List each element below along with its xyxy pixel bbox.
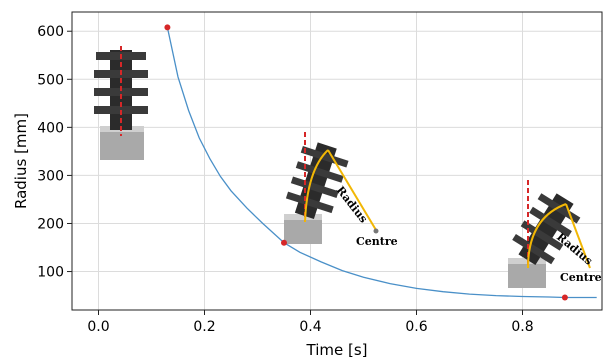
plot-frame <box>71 11 603 311</box>
y-ticks: 100 200 300 400 500 600 <box>37 24 72 281</box>
y-axis-label: Radius [mm] <box>12 113 30 209</box>
data-point-marker <box>164 24 171 31</box>
x-tick-label: 0.8 <box>511 319 533 335</box>
actuator-fin <box>529 206 572 238</box>
centre-annotation: Centre <box>560 271 602 284</box>
y-tick-label: 300 <box>37 168 64 184</box>
x-ticks: 0.0 0.2 0.4 0.6 0.8 <box>87 310 534 335</box>
actuator-fin <box>285 191 334 214</box>
y-tick-label: 500 <box>37 72 64 88</box>
radius-curve-line <box>166 27 597 299</box>
data-point-marker <box>281 239 287 246</box>
actuator-fin <box>94 88 148 96</box>
x-axis-label: Time [s] <box>306 341 368 359</box>
sample-markers <box>164 24 568 301</box>
actuator-fin <box>512 233 555 265</box>
actuator-fin <box>290 176 339 198</box>
actuator-illustration-straight <box>94 46 148 160</box>
y-tick-label: 600 <box>37 24 64 40</box>
centre-annotation: Centre <box>356 235 398 248</box>
actuator-base-highlight <box>284 214 322 220</box>
data-point-marker <box>561 294 568 301</box>
y-tick-label: 100 <box>37 265 64 281</box>
radius-line <box>565 203 591 269</box>
radius-line <box>327 149 377 231</box>
grid <box>72 12 602 310</box>
bending-arc <box>527 203 567 269</box>
actuator-fin <box>295 161 344 183</box>
actuator-fin <box>520 220 564 251</box>
x-tick-label: 0.6 <box>405 319 427 335</box>
y-tick-label: 200 <box>37 216 64 232</box>
x-tick-label: 0.2 <box>193 319 215 335</box>
actuator-illustration-bent: Radius Centre <box>284 132 398 248</box>
y-tick-label: 400 <box>37 120 64 136</box>
actuator-fin <box>300 146 349 168</box>
centre-point <box>373 228 379 234</box>
x-tick-label: 0.4 <box>299 319 321 335</box>
bending-arc <box>304 149 329 223</box>
x-tick-label: 0.0 <box>87 319 109 335</box>
